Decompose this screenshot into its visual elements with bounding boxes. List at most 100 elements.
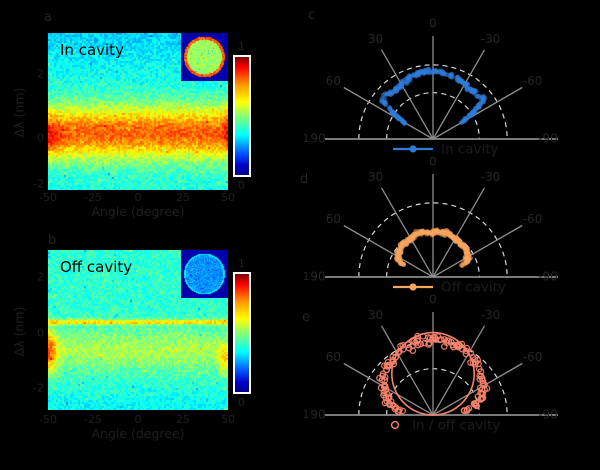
theta-tick-label: 60 (326, 350, 341, 364)
sample-disk-inset-in-cavity (181, 33, 228, 81)
y-tick-label: 2 (37, 270, 44, 284)
data-point (454, 238, 460, 244)
panel-letter-d: d (300, 172, 309, 187)
data-point (480, 99, 486, 105)
x-tick-label: -50 (39, 191, 57, 204)
legend-c: In cavity (393, 142, 499, 158)
angle-spoke (432, 325, 486, 416)
data-point (476, 372, 484, 379)
x-tick-label: 25 (176, 191, 190, 204)
data-point (394, 86, 399, 92)
theta-tick-label: 30 (368, 308, 383, 322)
data-point (384, 390, 391, 398)
polar-scatter-d (393, 227, 473, 269)
theta-tick-label: -90 (538, 270, 558, 284)
angle-spoke (343, 86, 434, 140)
data-point (433, 227, 438, 233)
theta-tick-label: -30 (481, 308, 501, 322)
data-point (436, 336, 443, 344)
theta-tick-labels: 0 30 -30 60 -60 90 -90 1 (303, 156, 558, 284)
y-tick-label: -2 (33, 177, 44, 191)
angle-spoke (432, 224, 523, 278)
x-axis-ticks: -50 -25 0 25 50 (39, 191, 235, 204)
polar-plot-off-cavity: 0 30 -30 60 -60 90 -90 1 Off cavity (303, 156, 558, 296)
data-point (383, 397, 391, 405)
theta-tick-labels: 0 30 -30 60 -60 90 -90 1 (303, 18, 558, 146)
data-point (471, 356, 479, 363)
panel-letter-c: c (308, 8, 316, 23)
data-point (466, 112, 472, 118)
theta-tick-label: -30 (481, 32, 501, 46)
heatmap-title-in-cavity: In cavity (60, 41, 124, 59)
polar-plot-ratio: 0 30 -30 60 -60 90 -90 1 In / off cavity (303, 294, 558, 434)
colorbar-max-label: 1 (238, 40, 245, 53)
data-point (403, 241, 409, 246)
data-point (472, 399, 480, 407)
data-point (471, 108, 477, 114)
legend-e: In / off cavity (390, 418, 500, 434)
data-point (408, 234, 414, 240)
polar-grid (325, 174, 558, 278)
x-axis-label: Angle (degree) (91, 204, 185, 219)
legend-marker (409, 283, 417, 291)
data-point (448, 74, 453, 80)
y-tick-label: 0 (37, 326, 44, 340)
theta-tick-label: -60 (523, 74, 543, 88)
data-point (416, 71, 421, 77)
data-point (403, 79, 409, 85)
polar-scatter-c (379, 66, 488, 127)
legend-marker (390, 420, 400, 430)
x-axis-ticks: -50 -25 0 25 50 (39, 413, 235, 426)
y-tick-label: 0 (37, 131, 44, 145)
data-point (433, 68, 439, 73)
radial-gridline-dashed (358, 64, 508, 140)
data-point (404, 236, 410, 242)
x-tick-label: -25 (84, 191, 102, 204)
panel-letter-e: e (302, 310, 310, 325)
data-point (464, 246, 469, 252)
data-point (381, 376, 389, 384)
colorbar-in-cavity (233, 55, 251, 177)
theta-tick-label: 90 (310, 408, 325, 422)
data-point (463, 406, 471, 414)
data-point (474, 93, 479, 99)
data-point (477, 368, 485, 375)
theta-tick-label: -90 (538, 132, 558, 146)
data-point (425, 341, 432, 348)
data-point (406, 73, 412, 79)
data-point (411, 72, 417, 78)
data-point (390, 360, 398, 368)
data-point (462, 347, 470, 355)
data-point (398, 83, 404, 89)
data-point (400, 261, 406, 267)
data-point (397, 247, 403, 253)
r-tick-label: 1 (303, 270, 310, 283)
colorbar-min-label: 0 (238, 396, 245, 409)
data-point (476, 104, 482, 109)
data-point (472, 88, 477, 93)
y-axis-ticks: 2 0 -2 (26, 250, 44, 410)
data-point (483, 385, 491, 392)
colorbar-off-cavity (233, 272, 251, 394)
theta-tick-label: 60 (326, 74, 341, 88)
angle-spoke (343, 224, 434, 278)
legend-label: Off cavity (441, 280, 506, 296)
data-point (476, 384, 484, 392)
x-tick-label: 0 (134, 413, 142, 426)
polar-scatter-e (376, 332, 491, 416)
theta-tick-label: 0 (429, 18, 437, 31)
colorbar-max-label: 1 (238, 257, 245, 270)
radial-gridline-dashed (358, 202, 508, 278)
x-tick-label: 0 (134, 191, 142, 204)
data-point (467, 359, 474, 367)
data-point (461, 118, 466, 124)
polar-grid (325, 36, 558, 140)
angle-spoke (432, 86, 523, 140)
data-point (404, 341, 412, 349)
lambertian-cos-curve (390, 331, 476, 416)
angle-spoke (380, 49, 434, 140)
heatmap-title-off-cavity: Off cavity (60, 258, 133, 276)
data-point (397, 251, 403, 256)
polar-plot-in-cavity: 0 30 -30 60 -60 90 -90 1 In cavity (303, 18, 558, 158)
theta-tick-label: 30 (368, 32, 383, 46)
